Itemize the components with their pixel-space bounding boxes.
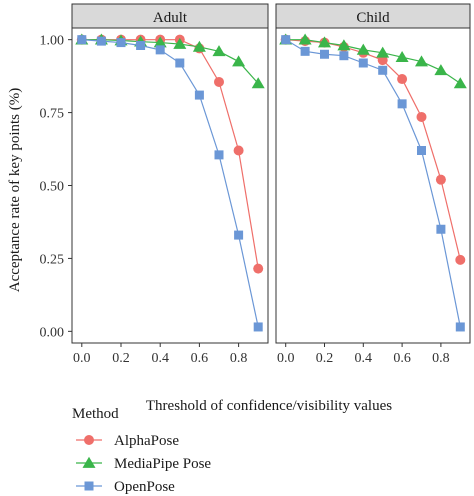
data-point <box>397 74 408 85</box>
legend-marker <box>82 456 96 468</box>
legend-label: AlphaPose <box>114 433 179 449</box>
data-point <box>376 46 390 58</box>
data-point <box>175 58 185 68</box>
legend-entry-openpose: OpenPose <box>76 479 175 495</box>
data-point <box>153 36 167 48</box>
data-point <box>395 50 409 63</box>
data-point <box>96 36 106 46</box>
series-line <box>81 39 259 328</box>
y-tick-label: 0.25 <box>40 252 65 267</box>
legend-marker <box>84 435 94 445</box>
data-point <box>214 76 224 87</box>
y-tick-label: 1.00 <box>40 34 65 49</box>
panel-adult: Adult 0.0 0.2 0.4 0.6 0.8 0.00 0.25 0.50 0.75 1.00 <box>40 3 269 366</box>
y-tick-label: 0.75 <box>40 107 65 122</box>
y-axis-title: Acceptance rate of key points (%) <box>7 88 23 293</box>
data-point <box>453 77 467 89</box>
x-tick-label: 0.2 <box>112 351 130 366</box>
data-point <box>417 146 426 155</box>
data-point <box>300 46 310 56</box>
data-point <box>317 36 332 48</box>
data-point <box>233 145 244 156</box>
x-tick-label: 0.8 <box>230 351 248 366</box>
data-point <box>320 49 329 59</box>
strip-label: Child <box>356 10 390 26</box>
legend-entry-mediapipe-pose: MediaPipe Pose <box>76 456 211 472</box>
y-tick-label: 0.50 <box>40 180 65 195</box>
data-point <box>339 51 349 61</box>
data-point <box>173 37 187 49</box>
data-point <box>253 263 264 274</box>
data-point <box>434 64 448 76</box>
data-point <box>253 322 263 332</box>
data-point <box>416 111 427 122</box>
series-line <box>81 39 259 84</box>
legend-entry-alphapose: AlphaPose <box>76 433 179 449</box>
series-openpose <box>281 35 465 332</box>
data-point <box>356 43 370 55</box>
data-point <box>397 99 407 109</box>
x-tick-label: 0.4 <box>151 351 169 366</box>
strip-background <box>71 3 269 29</box>
data-point <box>155 45 165 55</box>
x-tick-label: 0.2 <box>316 351 334 366</box>
x-tick-label: 0.4 <box>355 351 373 366</box>
data-point <box>414 55 429 67</box>
legend-marker <box>84 481 94 491</box>
data-point <box>378 65 388 75</box>
panel-child: Child 0.0 0.2 0.4 0.6 0.8 <box>275 3 471 366</box>
series-line <box>285 39 461 84</box>
legend: Method AlphaPose MediaPipe Pose OpenPose <box>72 406 211 495</box>
data-point <box>281 35 291 45</box>
data-point <box>116 38 126 48</box>
series-line <box>81 39 259 269</box>
data-point <box>234 230 244 240</box>
strip-label: Adult <box>153 10 188 26</box>
data-point <box>455 254 466 265</box>
x-tick-label: 0.0 <box>73 351 91 366</box>
x-tick-label: 0.6 <box>191 351 209 366</box>
legend-label: MediaPipe Pose <box>114 456 211 472</box>
data-point <box>212 45 226 57</box>
data-point <box>214 150 224 160</box>
x-tick-label: 0.8 <box>432 351 450 366</box>
panel-border <box>71 27 269 344</box>
data-point <box>232 55 246 67</box>
data-point <box>192 40 206 52</box>
data-point <box>455 322 465 332</box>
series-mediapipe-pose <box>279 33 467 89</box>
panels: Adult 0.0 0.2 0.4 0.6 0.8 0.00 0.25 0.50 0.75 1.00… <box>40 3 471 366</box>
data-point <box>358 58 368 68</box>
y-tick-label: 0.00 <box>40 325 65 340</box>
data-point <box>136 41 146 50</box>
series-line <box>285 39 461 328</box>
data-point <box>435 174 446 185</box>
x-axis-title: Threshold of confidence/visibility value… <box>146 398 392 414</box>
panel-border <box>275 27 471 344</box>
series-openpose <box>77 35 263 332</box>
data-point <box>298 33 312 45</box>
legend-label: OpenPose <box>114 479 175 495</box>
data-point <box>77 35 87 45</box>
strip-background <box>275 3 471 29</box>
legend-title: Method <box>72 406 119 422</box>
data-point <box>251 77 265 89</box>
data-point <box>194 90 204 100</box>
series-line <box>285 39 461 261</box>
data-point <box>436 224 446 234</box>
x-tick-label: 0.6 <box>393 351 411 366</box>
data-point <box>337 39 351 51</box>
x-tick-label: 0.0 <box>277 351 295 366</box>
